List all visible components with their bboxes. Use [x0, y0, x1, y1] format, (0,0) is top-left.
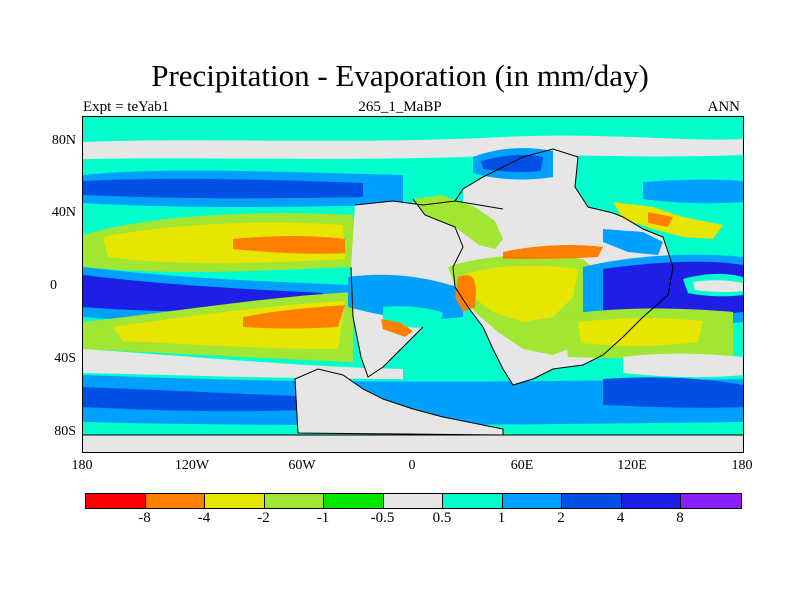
colorbar-label: -4 [197, 510, 211, 526]
contour-map [83, 117, 743, 452]
colorbar-swatch [86, 494, 146, 508]
fill-region [348, 274, 463, 319]
y-tick-label: 0 [50, 278, 57, 293]
fill-region [648, 212, 673, 227]
x-tick-label: 120W [174, 458, 210, 473]
season-label: ANN [707, 99, 741, 115]
colorbar-swatch [383, 494, 443, 508]
x-tick-label: 180 [71, 458, 93, 473]
colorbar-label: 0.5 [432, 510, 452, 526]
colorbar-swatch [145, 494, 205, 508]
y-tick-label: 80N [51, 133, 76, 148]
fill-region [603, 377, 743, 408]
colorbar-label: -2 [257, 510, 270, 526]
colorbar [85, 493, 742, 509]
fill-region [503, 244, 603, 259]
fill-region [481, 154, 543, 173]
plot-title: Precipitation - Evaporation (in mm/day) [151, 58, 649, 93]
fill-region [83, 375, 743, 426]
fill-region [83, 135, 743, 159]
fill-region [623, 353, 743, 378]
experiment-label: Expt = teYab1 [83, 99, 170, 115]
x-tick-label: 60E [510, 458, 534, 473]
coastlines [294, 148, 674, 436]
colorbar-label: -1 [316, 510, 330, 526]
x-tick-label: 0 [408, 458, 416, 473]
y-tick-label: 40S [54, 351, 76, 366]
colorbar-swatch [443, 494, 503, 508]
map-plot-area [82, 116, 744, 453]
continent-south [295, 369, 503, 435]
colorbar-swatch [205, 494, 265, 508]
fill-region [455, 275, 476, 312]
fill-region [578, 318, 703, 346]
fill-region [381, 319, 413, 337]
fill-region [643, 179, 743, 204]
colorbar-label: -8 [138, 510, 151, 526]
period-label: 265_1_MaBP [358, 99, 442, 115]
fill-region [693, 280, 743, 293]
x-tick-label: 60W [288, 458, 316, 473]
fill-region [463, 265, 578, 322]
fill-region [413, 195, 503, 249]
fill-region [243, 305, 345, 329]
colorbar-swatch [324, 494, 384, 508]
colorbar-swatch [502, 494, 562, 508]
colorbar-label: -0.5 [370, 510, 395, 526]
fill-region [233, 236, 345, 254]
colorbar-label: 2 [557, 510, 565, 526]
y-tick-label: 40N [51, 205, 76, 220]
colorbar-swatch [562, 494, 622, 508]
fill-region [83, 178, 363, 199]
fill-region [83, 435, 743, 452]
fill-region [83, 387, 323, 412]
fill-region [383, 306, 443, 328]
colorbar-swatch [264, 494, 324, 508]
x-tick-label: 120E [617, 458, 647, 473]
fill-region [603, 229, 663, 255]
y-tick-label: 80S [54, 424, 76, 439]
colorbar-label: 4 [616, 510, 625, 526]
colorbar-label: 8 [676, 510, 684, 526]
x-tick-label: 180 [731, 458, 753, 473]
fill-region [103, 222, 345, 264]
colorbar-swatch [681, 494, 741, 508]
colorbar-label: 1 [497, 510, 506, 526]
colorbar-swatch [621, 494, 681, 508]
